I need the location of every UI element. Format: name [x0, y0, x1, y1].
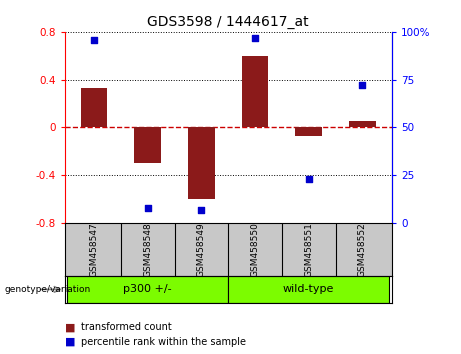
Point: [305, 176, 313, 182]
Text: GSM458549: GSM458549: [197, 222, 206, 277]
Point: [144, 205, 151, 211]
Point: [251, 35, 259, 40]
Bar: [295, 127, 322, 136]
Bar: [81, 88, 107, 127]
Title: GDS3598 / 1444617_at: GDS3598 / 1444617_at: [148, 16, 309, 29]
Text: p300 +/-: p300 +/-: [124, 284, 172, 295]
Point: [90, 37, 98, 42]
Bar: [228, 276, 389, 303]
Text: ■: ■: [65, 337, 75, 347]
Text: GSM458551: GSM458551: [304, 222, 313, 277]
Bar: [188, 127, 215, 199]
Text: percentile rank within the sample: percentile rank within the sample: [81, 337, 246, 347]
Text: GSM458550: GSM458550: [250, 222, 260, 277]
Text: GSM458548: GSM458548: [143, 222, 152, 277]
Text: ■: ■: [65, 322, 75, 332]
Text: genotype/variation: genotype/variation: [5, 285, 91, 294]
Point: [198, 207, 205, 212]
Text: GSM458547: GSM458547: [89, 222, 99, 277]
Bar: [242, 56, 268, 127]
Text: GSM458552: GSM458552: [358, 222, 367, 277]
Text: transformed count: transformed count: [81, 322, 171, 332]
Bar: [134, 127, 161, 163]
Bar: [67, 276, 228, 303]
Bar: [349, 121, 376, 127]
Text: wild-type: wild-type: [283, 284, 334, 295]
Point: [359, 82, 366, 88]
